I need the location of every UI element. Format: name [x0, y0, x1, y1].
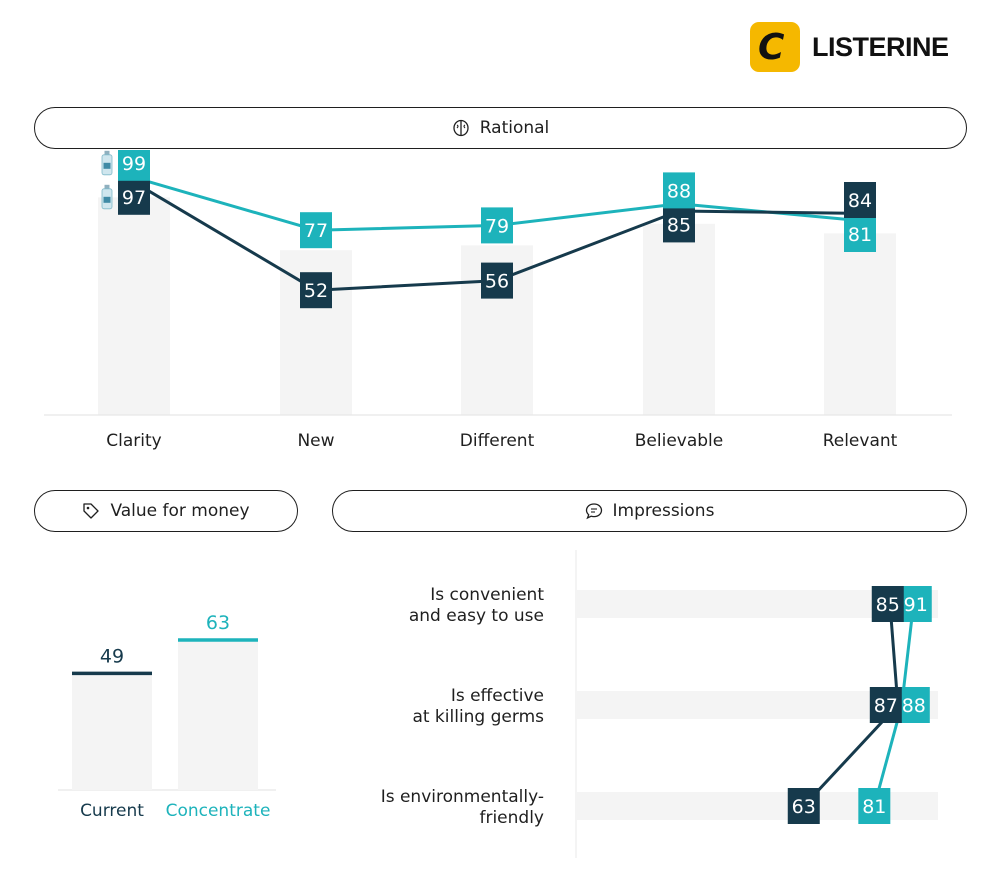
current-value-label: 87: [869, 687, 902, 723]
concentrate-value-label-box: [899, 586, 932, 622]
concentrate-value-label-value: 99: [122, 153, 146, 175]
concentrate-value-label-box: [300, 212, 332, 249]
current-value-label-value: 84: [848, 190, 872, 212]
current-value-label: 85: [663, 206, 695, 243]
concentrate-value-label: 77: [300, 212, 332, 249]
category-label: New: [297, 431, 334, 451]
current-value-label-value: 52: [304, 280, 328, 302]
current-value-label-box: [663, 206, 695, 243]
value-bar: [72, 673, 152, 790]
concentrate-value-label-value: 88: [902, 695, 926, 717]
brand-name: LISTERINE: [812, 31, 949, 62]
value-title: Value for money: [110, 501, 250, 521]
concentrate-value-label-value: 81: [862, 796, 886, 818]
current-value-label-box: [869, 687, 902, 723]
current-value-label-value: 97: [122, 187, 146, 209]
current-bottle-icon: [101, 184, 113, 210]
concentrate-bottle-icon: [101, 150, 113, 176]
current-value-label-box: [787, 788, 820, 824]
value-label: 63: [206, 612, 230, 634]
concentrate-value-label-box: [118, 150, 150, 181]
concentrate-value-label: 88: [663, 172, 695, 209]
category-label-line1: Is environmentally-: [381, 787, 544, 807]
category-label-line1: Is convenient: [430, 585, 544, 605]
concentrate-value-label-box: [663, 172, 695, 209]
category-label: Clarity: [106, 431, 161, 451]
category-label: Different: [460, 431, 535, 451]
chat-bubble-icon: [585, 503, 602, 520]
concentrate-value-label-value: 77: [304, 220, 328, 242]
impressions-title: Impressions: [612, 501, 715, 521]
concentrate-value-label-value: 91: [904, 594, 928, 616]
current-value-label-value: 85: [876, 594, 900, 616]
category-label-line2: at killing germs: [412, 707, 544, 727]
current-bottle-icon-label: [103, 196, 111, 203]
concentrate-value-label: 81: [844, 216, 876, 252]
listerine-badge-icon: C: [750, 22, 800, 72]
concentrate-value-label-box: [897, 687, 930, 723]
concentrate-value-label-value: 88: [667, 180, 691, 202]
current-value-label-box: [481, 262, 513, 299]
rational-header: Rational: [34, 107, 967, 149]
brain-icon: [453, 119, 469, 137]
category-label: Relevant: [823, 431, 898, 451]
background-bar: [643, 223, 715, 415]
rational-chart: 97 99 Clarity 52 77 New 56 79 Different 85 88 Belie…: [44, 150, 952, 451]
category-label-line2: and easy to use: [409, 606, 544, 626]
current-bottle-icon-cap: [104, 184, 110, 189]
concentrate-value-label-box: [481, 207, 513, 244]
concentrate-value-label: 91: [899, 586, 932, 622]
current-value-label-value: 87: [874, 695, 898, 717]
current-value-label-box: [118, 178, 150, 215]
concentrate-value-label: 81: [858, 788, 891, 824]
concentrate-value-label: 79: [481, 207, 513, 244]
value-for-money-chart: 49 Current 63 Concentrate: [58, 612, 276, 821]
concentrate-value-label-value: 79: [485, 215, 509, 237]
category-label: Concentrate: [166, 801, 271, 821]
current-value-label: 56: [481, 262, 513, 299]
background-bar: [98, 197, 170, 415]
current-value-label: 97: [118, 178, 150, 215]
background-bar: [824, 233, 896, 415]
concentrate-value-label-box: [844, 216, 876, 252]
category-label-line2: friendly: [479, 808, 544, 828]
impressions-header: Impressions: [332, 490, 967, 532]
brand-logo: C LISTERINE: [750, 22, 949, 72]
concentrate-value-label-value: 81: [848, 224, 872, 246]
value-bar: [178, 640, 258, 790]
category-label: Current: [80, 801, 144, 821]
current-value-label-value: 56: [485, 271, 509, 293]
value-header: Value for money: [34, 490, 298, 532]
concentrate-bottle-icon-label: [103, 162, 111, 169]
value-label: 49: [100, 645, 124, 667]
price-tag-icon: [83, 503, 100, 519]
concentrate-value-label-box: [858, 788, 891, 824]
category-label: Believable: [635, 431, 723, 451]
current-value-label-value: 85: [667, 214, 691, 236]
current-value-label: 84: [844, 182, 876, 218]
current-value-label-box: [844, 182, 876, 218]
concentrate-value-label: 99: [118, 150, 150, 181]
category-label-line1: Is effective: [451, 686, 544, 706]
current-value-label: 63: [787, 788, 820, 824]
current-value-label-box: [871, 586, 904, 622]
concentrate-bottle-icon-cap: [104, 150, 110, 155]
rational-title: Rational: [479, 118, 550, 138]
current-value-label-value: 63: [792, 796, 816, 818]
current-value-label: 85: [871, 586, 904, 622]
current-value-label: 52: [300, 272, 332, 309]
current-value-label-box: [300, 272, 332, 309]
concentrate-value-label: 88: [897, 687, 930, 723]
